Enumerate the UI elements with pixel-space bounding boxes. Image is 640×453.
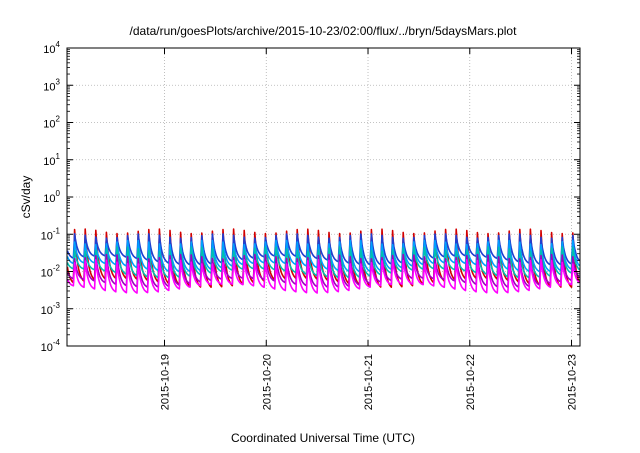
y-tick-label: 102: [43, 115, 60, 131]
y-axis: 10-4 10-3 10-2 10-1 100 101 102 103 104: [41, 40, 580, 354]
x-tick-label: 2015-10-21: [363, 354, 375, 410]
y-tick-label: 103: [43, 77, 60, 93]
series-layer: [66, 228, 581, 294]
y-tick-label: 10-3: [41, 301, 61, 317]
y-tick-label: 10-2: [41, 264, 61, 280]
series-line: [66, 246, 581, 279]
series-line: [66, 253, 581, 288]
series-line: [66, 259, 581, 294]
series-line: [66, 233, 581, 266]
series-line: [66, 239, 581, 273]
y-tick-label: 104: [43, 40, 60, 56]
x-tick-label: 2015-10-23: [567, 354, 579, 410]
x-axis: 2015-10-19 2015-10-20 2015-10-21 2015-10-22…: [160, 48, 579, 410]
grid-layer: [67, 48, 580, 346]
y-tick-label: 101: [43, 152, 60, 168]
y-tick-label: 10-4: [41, 338, 61, 354]
x-tick-label: 2015-10-22: [465, 354, 477, 410]
x-tick-label: 2015-10-19: [160, 354, 172, 410]
chart-title: /data/run/goesPlots/archive/2015-10-23/0…: [130, 24, 518, 38]
y-tick-label: 100: [43, 189, 60, 205]
y-tick-label: 10-1: [41, 226, 61, 242]
x-tick-label: 2015-10-20: [261, 354, 273, 410]
plot-frame: [66, 47, 581, 347]
y-axis-label: cSv/day: [19, 176, 33, 219]
x-axis-label: Coordinated Universal Time (UTC): [231, 431, 415, 445]
